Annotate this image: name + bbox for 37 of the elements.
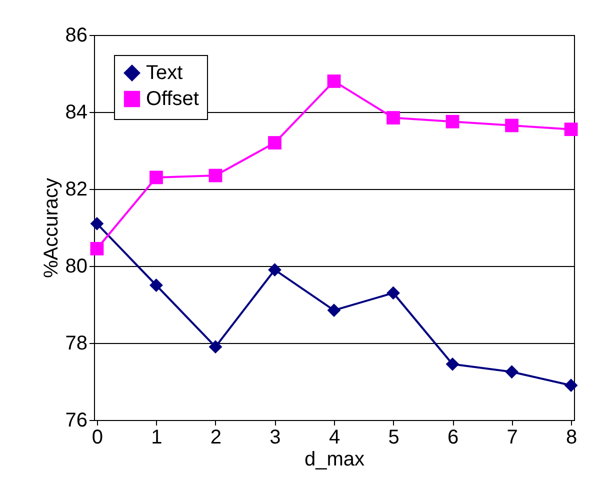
point [327, 304, 341, 317]
point [446, 114, 460, 128]
point [505, 365, 518, 379]
point [208, 168, 222, 182]
point [564, 378, 578, 392]
y-tick-label: 78 [65, 332, 88, 354]
point [268, 136, 282, 150]
point [386, 111, 400, 124]
y-tick-label: 82 [65, 178, 88, 200]
x-tick-label: 2 [210, 426, 222, 448]
point [564, 122, 578, 136]
x-axis-title: d_max [304, 448, 365, 470]
x-tick-label: 0 [92, 426, 104, 448]
x-tick-label: 7 [506, 426, 518, 448]
y-axis-title: %Accuracy [40, 178, 62, 278]
x-tick-label: 3 [270, 426, 281, 448]
y-tick-label: 84 [65, 102, 88, 124]
y-tick-label: 86 [65, 24, 88, 46]
point [90, 216, 104, 230]
x-tick-label: 4 [328, 426, 340, 448]
legend-label: Text [146, 62, 184, 84]
point [268, 263, 282, 277]
y-tick-label: 76 [65, 410, 88, 432]
point [150, 170, 163, 184]
x-tick-label: 5 [388, 426, 400, 448]
point [505, 118, 518, 132]
x-tick-label: 8 [566, 426, 578, 448]
legend-label: Offset [146, 88, 200, 110]
point [150, 278, 163, 292]
point [90, 242, 104, 256]
y-tick-label: 80 [65, 256, 88, 278]
x-tick-label: 1 [151, 426, 162, 448]
point [386, 286, 400, 300]
point [327, 74, 341, 88]
point [446, 357, 460, 371]
x-tick-label: 6 [447, 426, 459, 448]
point [208, 340, 222, 354]
